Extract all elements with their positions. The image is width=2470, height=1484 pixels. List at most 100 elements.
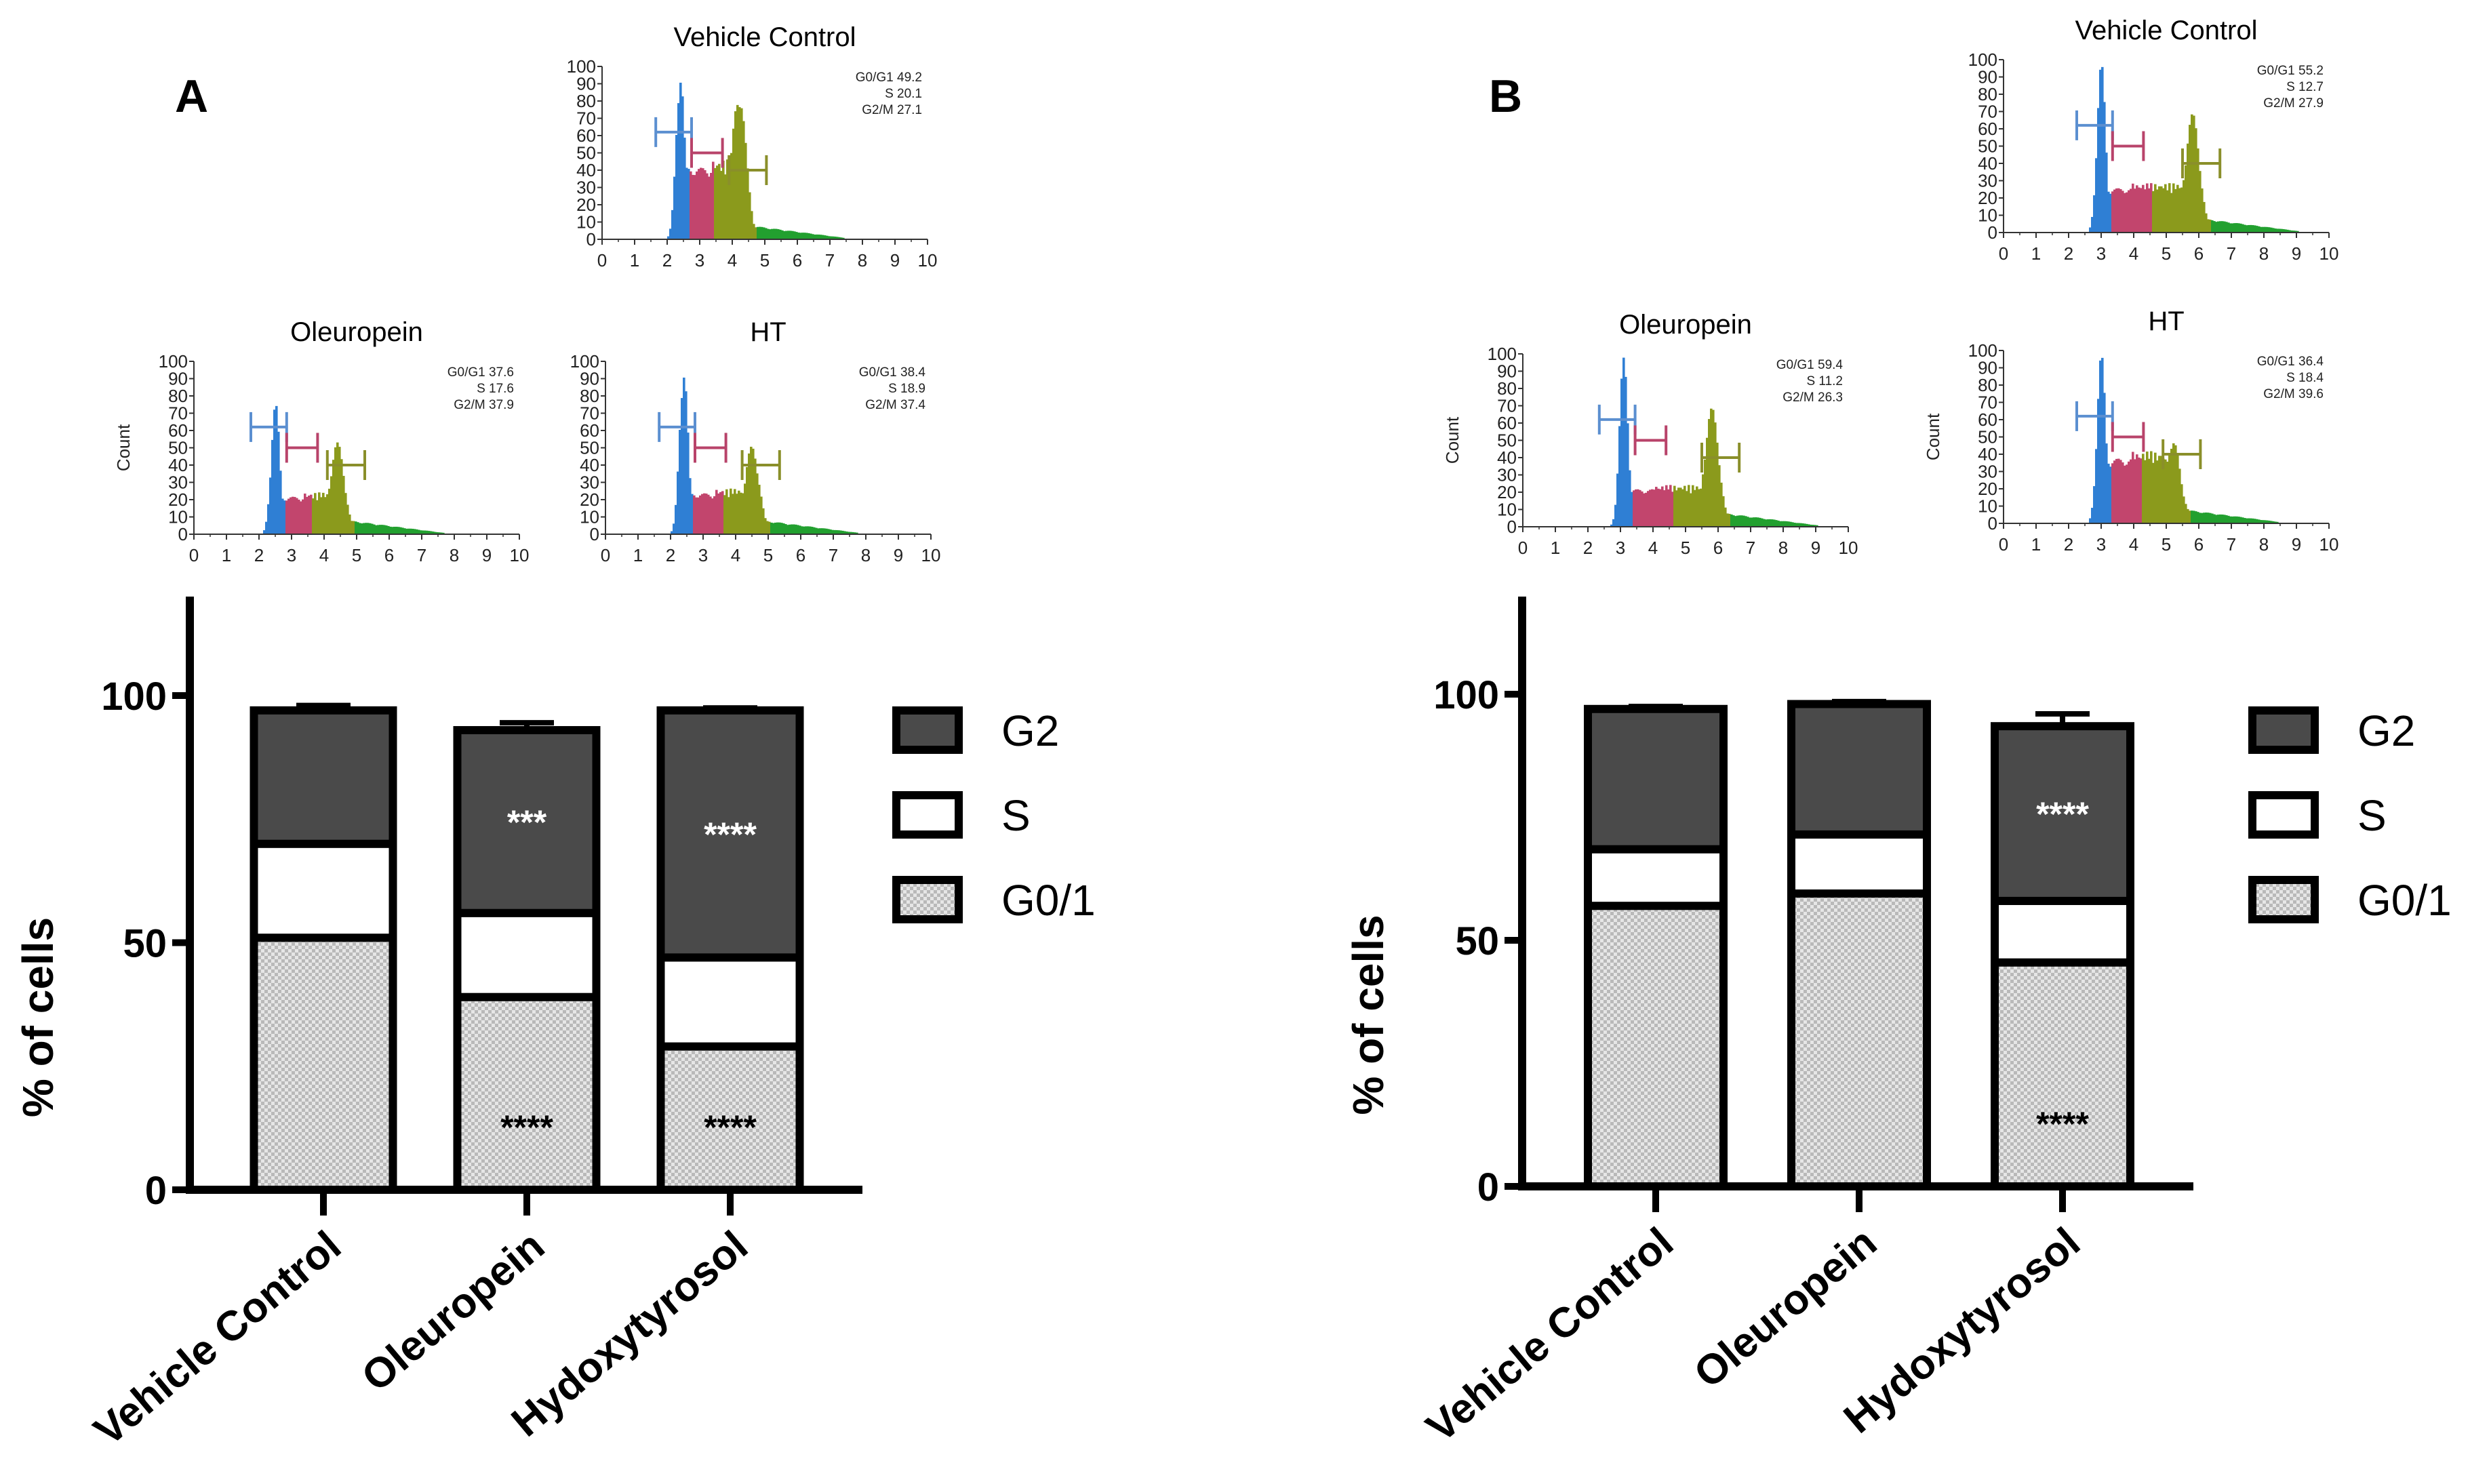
hist-bar: [828, 236, 831, 239]
hist-x-tick-label: 8: [2259, 534, 2269, 555]
y-tick-label: 0: [145, 1169, 167, 1213]
hist-bar: [725, 489, 728, 534]
legend-swatch: [892, 706, 963, 754]
hist-bar: [2166, 190, 2169, 233]
hist-bar: [1665, 485, 1668, 527]
legend-label: G2: [1001, 706, 1059, 755]
hist-bar: [2130, 188, 2132, 233]
hist-bar: [2109, 466, 2112, 523]
hist-bar: [789, 230, 792, 239]
hist-bar: [681, 96, 684, 239]
hist-bar: [265, 521, 268, 534]
hist-bar: [344, 493, 347, 534]
hist-bar: [2256, 226, 2258, 233]
hist-bar: [826, 235, 829, 239]
hist-bar: [1614, 504, 1617, 527]
hist-bar: [764, 518, 767, 534]
hist-bar: [2103, 393, 2106, 523]
hist-stat-line: S 12.7: [2286, 80, 2324, 94]
hist-bar: [2091, 217, 2094, 233]
hist-bar: [304, 494, 306, 534]
hist-gate-marker: [728, 155, 768, 185]
hist-bar: [723, 495, 726, 534]
hist-bar: [371, 523, 374, 534]
hist-x-tick-label: 1: [630, 250, 639, 270]
legend-item-s: S: [2248, 791, 2387, 840]
hist-bar: [841, 530, 844, 534]
hist-bar: [825, 528, 828, 534]
hist-y-tick-label: 10: [1978, 205, 1997, 226]
hist-gate-marker: [2075, 401, 2114, 431]
hist-bar: [2239, 223, 2242, 233]
hist-bar: [757, 226, 759, 239]
hist-bar: [2296, 230, 2299, 233]
hist-bar: [332, 460, 335, 534]
hist-x-tick-label: 9: [894, 545, 903, 565]
hist-x-tick-label: 3: [287, 545, 296, 565]
hist-bar: [717, 493, 720, 534]
hist-bar: [762, 508, 765, 534]
hist-y-tick-label: 50: [1978, 136, 1997, 157]
hist-x-tick-label: 0: [597, 250, 607, 270]
hist-stat-line: S 20.1: [885, 87, 922, 101]
hist-x-tick-label: 2: [254, 545, 264, 565]
legend-label: G0/1: [1001, 876, 1096, 925]
hist-bar: [312, 498, 315, 534]
hist-bar: [758, 485, 761, 534]
hist-bar: [353, 521, 355, 534]
hist-x-tick-label: 2: [2064, 243, 2073, 264]
hist-bar: [2246, 225, 2248, 233]
hist-bar: [742, 121, 745, 239]
hist-bar: [836, 237, 839, 239]
hist-bar: [2221, 514, 2224, 523]
hist-bar: [1694, 489, 1696, 527]
hist-bar: [1783, 521, 1786, 527]
hist-x-tick-label: 10: [1839, 538, 1858, 558]
hist-bar: [2168, 183, 2171, 233]
hist-bar: [719, 492, 722, 534]
significance-label: ****: [704, 816, 757, 854]
hist-bar: [781, 230, 784, 239]
hist-bar: [2280, 228, 2283, 233]
legend-a: G2 S G0/1: [892, 706, 1096, 925]
hist-x-tick-label: 2: [1583, 538, 1593, 558]
hist-bar: [1747, 517, 1749, 527]
hist-bar: [822, 235, 824, 239]
hist-y-tick-label: 50: [1497, 430, 1517, 451]
hist-x-tick-label: 6: [384, 545, 394, 565]
hist-bar: [2115, 188, 2118, 233]
panel-letter-a: A: [175, 71, 208, 122]
hist-stat-line: S 18.9: [888, 382, 925, 396]
hist-bar: [2270, 227, 2273, 233]
hist-bar: [1773, 519, 1776, 527]
hist-bar: [709, 496, 712, 534]
bar-segment-g01: [453, 992, 601, 1194]
hist-bar: [671, 531, 673, 534]
hist-bar: [780, 523, 783, 534]
hist-bar: [2284, 229, 2287, 233]
hist-bar: [442, 532, 445, 534]
hist-bar: [1797, 523, 1800, 527]
hist-bar: [720, 171, 723, 239]
hist-y-tick-label: 50: [580, 438, 599, 458]
hist-bar: [842, 237, 845, 239]
hist-bar: [387, 525, 390, 534]
hist-bar: [675, 135, 678, 239]
hist-y-tick-label: 40: [1497, 447, 1517, 468]
hist-x-tick-label: 0: [1999, 534, 2008, 555]
hist-bar: [848, 532, 850, 534]
hist-bar: [791, 524, 793, 534]
hist-bar: [294, 497, 296, 534]
hist-bar: [2254, 225, 2256, 233]
hist-bar: [2187, 143, 2189, 233]
hist-x-tick-label: 6: [793, 250, 802, 270]
hist-bar: [2189, 125, 2191, 233]
hist-x-tick-label: 1: [633, 545, 643, 565]
hist-bar: [430, 531, 433, 534]
error-bar: [1832, 698, 1886, 704]
hist-bar: [2117, 188, 2120, 233]
hist-y-tick-label: 50: [576, 143, 596, 163]
hist-bar: [711, 498, 714, 534]
hist-bar: [2205, 513, 2208, 523]
legend-item-s: S: [892, 791, 1031, 840]
